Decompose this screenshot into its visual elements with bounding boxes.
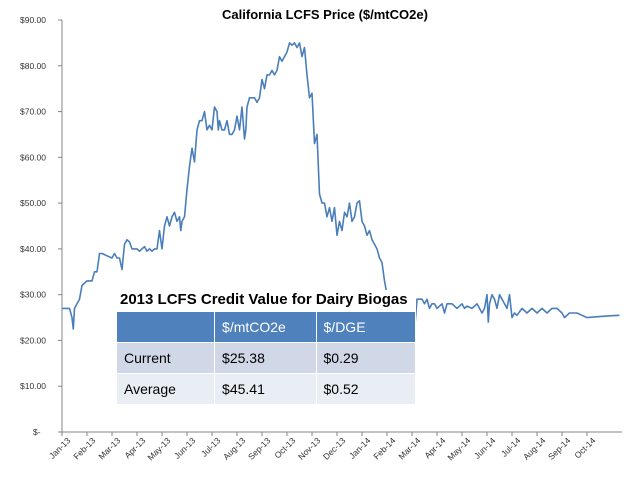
x-tick-label: Jun-14 — [472, 435, 498, 461]
x-tick-label: Sep-13 — [246, 435, 273, 462]
x-tick-label: Mar-13 — [96, 435, 122, 461]
table-cell: $45.41 — [214, 373, 317, 405]
table-title: 2013 LCFS Credit Value for Dairy Biogas — [120, 291, 408, 308]
y-axis-ticks: $- $10.00 $20.00 $30.00 $40.00 $50.00 $60.00 $7… — [20, 15, 62, 437]
y-tick-label: $10.00 — [20, 381, 46, 391]
x-tick-label: Jun-13 — [172, 435, 198, 461]
table-cell: $0.52 — [315, 373, 417, 405]
credit-value-table: $/mtCO2e $/DGE Current $25.38 $0.29 Aver… — [115, 311, 417, 405]
x-tick-label: Jan-14 — [347, 435, 373, 461]
table-header-row: $/mtCO2e $/DGE — [115, 311, 417, 343]
x-tick-label: Apr-13 — [122, 435, 147, 460]
y-tick-label: $80.00 — [20, 61, 46, 71]
y-tick-label: $60.00 — [20, 152, 46, 162]
x-tick-label: May-13 — [145, 435, 172, 462]
x-tick-label: Feb-13 — [71, 435, 97, 461]
x-tick-label: May-14 — [445, 435, 472, 462]
x-tick-label: Dec-13 — [321, 435, 348, 462]
x-tick-label: Aug-14 — [521, 435, 548, 462]
x-tick-label: Nov-13 — [296, 435, 323, 462]
table-cell: $0.29 — [315, 342, 417, 374]
x-tick-label: Sep-14 — [546, 435, 573, 462]
y-tick-label: $40.00 — [20, 244, 46, 254]
y-tick-label: $50.00 — [20, 198, 46, 208]
y-tick-label: $20.00 — [20, 335, 46, 345]
table-row: Average $45.41 $0.52 — [115, 373, 417, 405]
y-tick-label: $90.00 — [20, 15, 46, 25]
table-cell: Average — [115, 373, 216, 405]
y-tick-label: $- — [33, 427, 41, 437]
x-tick-label: Jan-13 — [47, 435, 73, 461]
x-tick-label: Oct-13 — [272, 435, 297, 460]
x-tick-label: Apr-14 — [422, 435, 447, 460]
series-group — [62, 42, 620, 344]
x-tick-label: Aug-13 — [221, 435, 248, 462]
table-cell: $25.38 — [214, 342, 317, 374]
y-tick-label: $70.00 — [20, 107, 46, 117]
x-tick-label: Oct-14 — [572, 435, 597, 460]
table-row: Current $25.38 $0.29 — [115, 342, 417, 374]
y-tick-label: $30.00 — [20, 290, 46, 300]
x-tick-label: Mar-14 — [396, 435, 422, 461]
x-tick-label: Feb-14 — [371, 435, 397, 461]
x-tick-label: Jul-13 — [199, 435, 223, 459]
table-header-cell: $/DGE — [315, 311, 417, 343]
credit-value-table-panel: 2013 LCFS Credit Value for Dairy Biogas … — [115, 290, 417, 405]
table-cell: Current — [115, 342, 216, 374]
chart-title: California LCFS Price ($/mtCO2e) — [222, 7, 428, 22]
x-tick-label: Jul-14 — [499, 435, 523, 459]
table-header-cell — [115, 311, 216, 343]
series-line-lcfs-price — [62, 42, 620, 344]
table-header-cell: $/mtCO2e — [214, 311, 317, 343]
